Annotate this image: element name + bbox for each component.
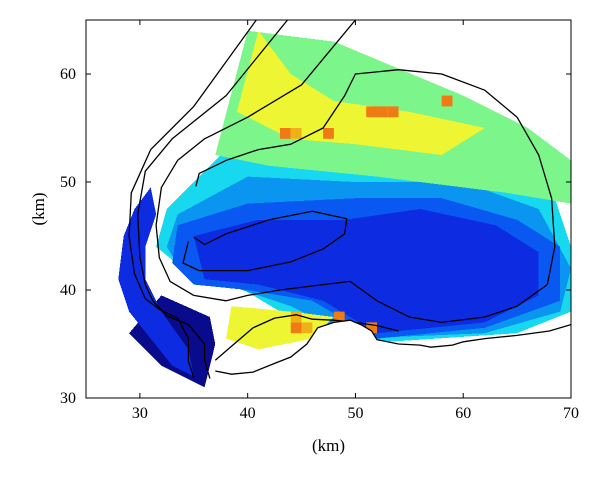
hot-cell xyxy=(323,128,334,139)
hot-cell xyxy=(333,311,345,323)
hot-cell xyxy=(280,128,291,139)
x-tick-label: 30 xyxy=(132,405,148,422)
contour-line xyxy=(155,20,556,324)
y-tick-label: 40 xyxy=(60,282,76,299)
contour-line xyxy=(182,210,348,272)
coastline xyxy=(215,319,571,375)
field-band-yellow-upper xyxy=(236,30,485,155)
hot-cell xyxy=(366,322,377,334)
x-axis-label: (km) xyxy=(312,436,345,455)
x-tick-label: 40 xyxy=(240,405,256,422)
hot-cell xyxy=(301,322,313,334)
x-tick-label: 60 xyxy=(455,405,471,422)
field-band-blue-west xyxy=(118,187,194,377)
heatmap-field xyxy=(118,30,571,388)
plot-frame xyxy=(85,19,572,399)
hot-cells xyxy=(280,95,453,366)
hot-cell xyxy=(441,95,453,107)
field-band-yellow-lower xyxy=(226,306,334,350)
x-tick-label: 50 xyxy=(347,405,363,422)
x-tick-label: 70 xyxy=(563,405,579,422)
contour-line xyxy=(128,20,257,378)
contour-line xyxy=(214,314,399,361)
contour-lines xyxy=(128,20,556,379)
hot-cell xyxy=(290,311,302,323)
hot-cell xyxy=(366,106,377,118)
y-tick-label: 60 xyxy=(60,66,76,83)
hot-cell xyxy=(377,106,388,118)
hot-cell xyxy=(290,322,302,334)
y-axis-label: (km) xyxy=(29,192,48,225)
x-axis-ticks: 30 40 50 60 70 xyxy=(132,20,579,422)
field-band-core-blue xyxy=(193,209,539,334)
y-tick-label: 30 xyxy=(60,390,76,407)
y-axis-ticks: 30 40 50 60 xyxy=(60,66,571,407)
hot-cell xyxy=(290,128,302,139)
contour-line xyxy=(137,20,289,379)
coastline-line xyxy=(215,319,571,398)
y-tick-label: 50 xyxy=(60,174,76,191)
hot-cell xyxy=(387,106,399,118)
